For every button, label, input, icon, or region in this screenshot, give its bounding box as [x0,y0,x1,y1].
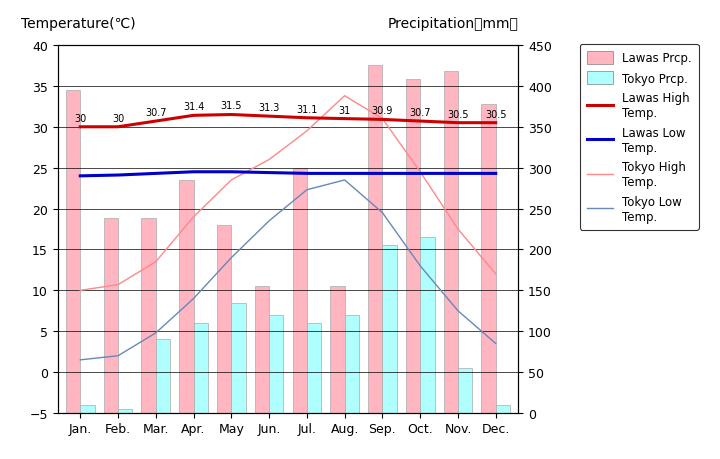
Bar [194,323,208,413]
Bar [217,225,231,413]
Text: Precipitation（mm）: Precipitation（mm） [387,17,518,31]
Bar [307,323,321,413]
Bar [231,303,246,413]
Bar [104,219,118,413]
Bar [179,180,194,413]
Bar [345,315,359,413]
Bar [80,405,94,413]
Text: 30: 30 [74,113,86,123]
Text: 31.1: 31.1 [296,105,318,114]
Bar [444,72,458,413]
Text: Temperature(℃): Temperature(℃) [21,17,135,31]
Text: 31: 31 [338,105,351,115]
Bar [118,409,132,413]
Bar [330,286,345,413]
Bar [368,66,382,413]
Bar [292,168,307,413]
Text: 30.7: 30.7 [410,108,431,118]
Bar [255,286,269,413]
Bar [496,405,510,413]
Bar [66,91,80,413]
Bar [156,340,170,413]
Bar [406,80,420,413]
Bar [141,219,156,413]
Text: 30: 30 [112,113,124,123]
Text: 31.3: 31.3 [258,103,280,113]
Legend: Lawas Prcp., Tokyo Prcp., Lawas High
Temp., Lawas Low
Temp., Tokyo High
Temp., T: Lawas Prcp., Tokyo Prcp., Lawas High Tem… [580,45,699,230]
Text: 31.4: 31.4 [183,102,204,112]
Bar [482,105,496,413]
Bar [269,315,284,413]
Text: 30.9: 30.9 [372,106,393,116]
Text: 31.5: 31.5 [220,101,242,111]
Bar [382,246,397,413]
Text: 30.5: 30.5 [447,109,469,119]
Bar [458,368,472,413]
Text: 30.5: 30.5 [485,109,506,119]
Text: 30.7: 30.7 [145,108,166,118]
Bar [420,238,435,413]
